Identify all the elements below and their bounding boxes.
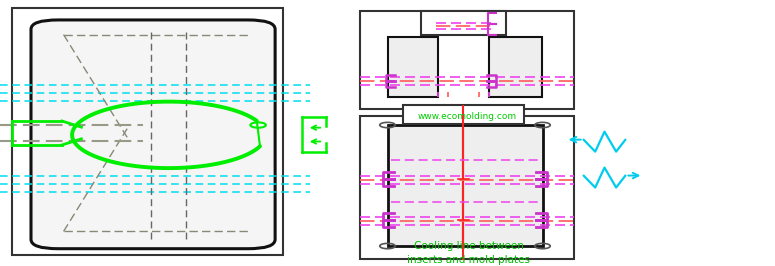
Bar bbox=[12, 8, 283, 255]
FancyBboxPatch shape bbox=[31, 20, 275, 249]
Bar bbox=[360, 11, 574, 109]
Bar bbox=[388, 125, 542, 246]
Bar bbox=[489, 37, 542, 97]
Bar bbox=[403, 105, 524, 124]
Bar bbox=[388, 37, 438, 97]
Text: www.ecomolding.com: www.ecomolding.com bbox=[418, 112, 517, 121]
Bar bbox=[360, 116, 574, 259]
Text: Cooling line between
inserts and mold plates: Cooling line between inserts and mold pl… bbox=[408, 241, 530, 265]
Bar bbox=[421, 11, 506, 35]
